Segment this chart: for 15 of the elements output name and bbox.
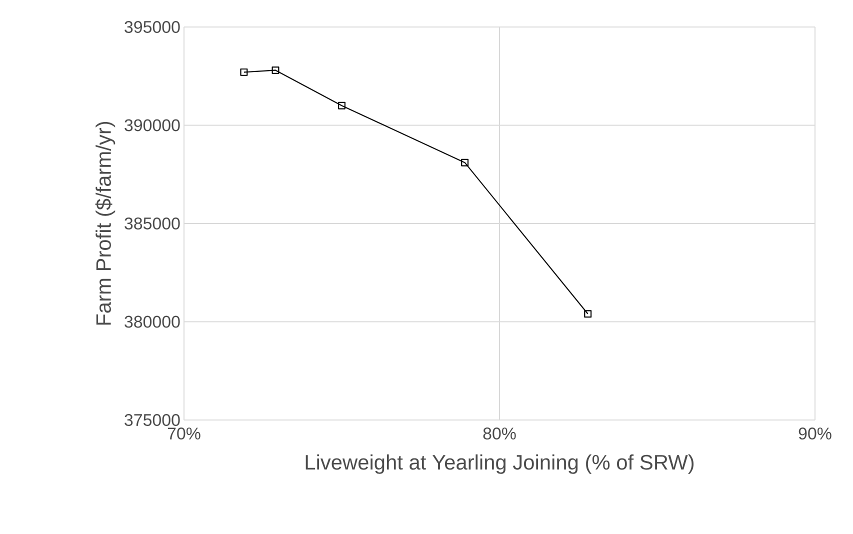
point bbox=[338, 102, 346, 110]
x-tick-label: 80% bbox=[483, 428, 516, 440]
point bbox=[584, 310, 592, 318]
y-axis-title: Farm Profit ($/farm/yr) bbox=[95, 122, 116, 325]
y-tick-label: 375000 bbox=[124, 414, 180, 426]
y-tick-label: 390000 bbox=[124, 119, 180, 132]
point bbox=[272, 66, 280, 74]
point bbox=[240, 68, 248, 76]
y-tick-label: 380000 bbox=[124, 316, 180, 328]
x-tick-label: 70% bbox=[168, 428, 200, 440]
y-tick-label: 385000 bbox=[124, 218, 180, 230]
x-axis-title: Liveweight at Yearling Joining (% of SRW) bbox=[306, 454, 694, 474]
x-tick-label: 90% bbox=[798, 428, 832, 440]
y-tick-label: 395000 bbox=[124, 21, 180, 33]
point bbox=[461, 158, 469, 166]
